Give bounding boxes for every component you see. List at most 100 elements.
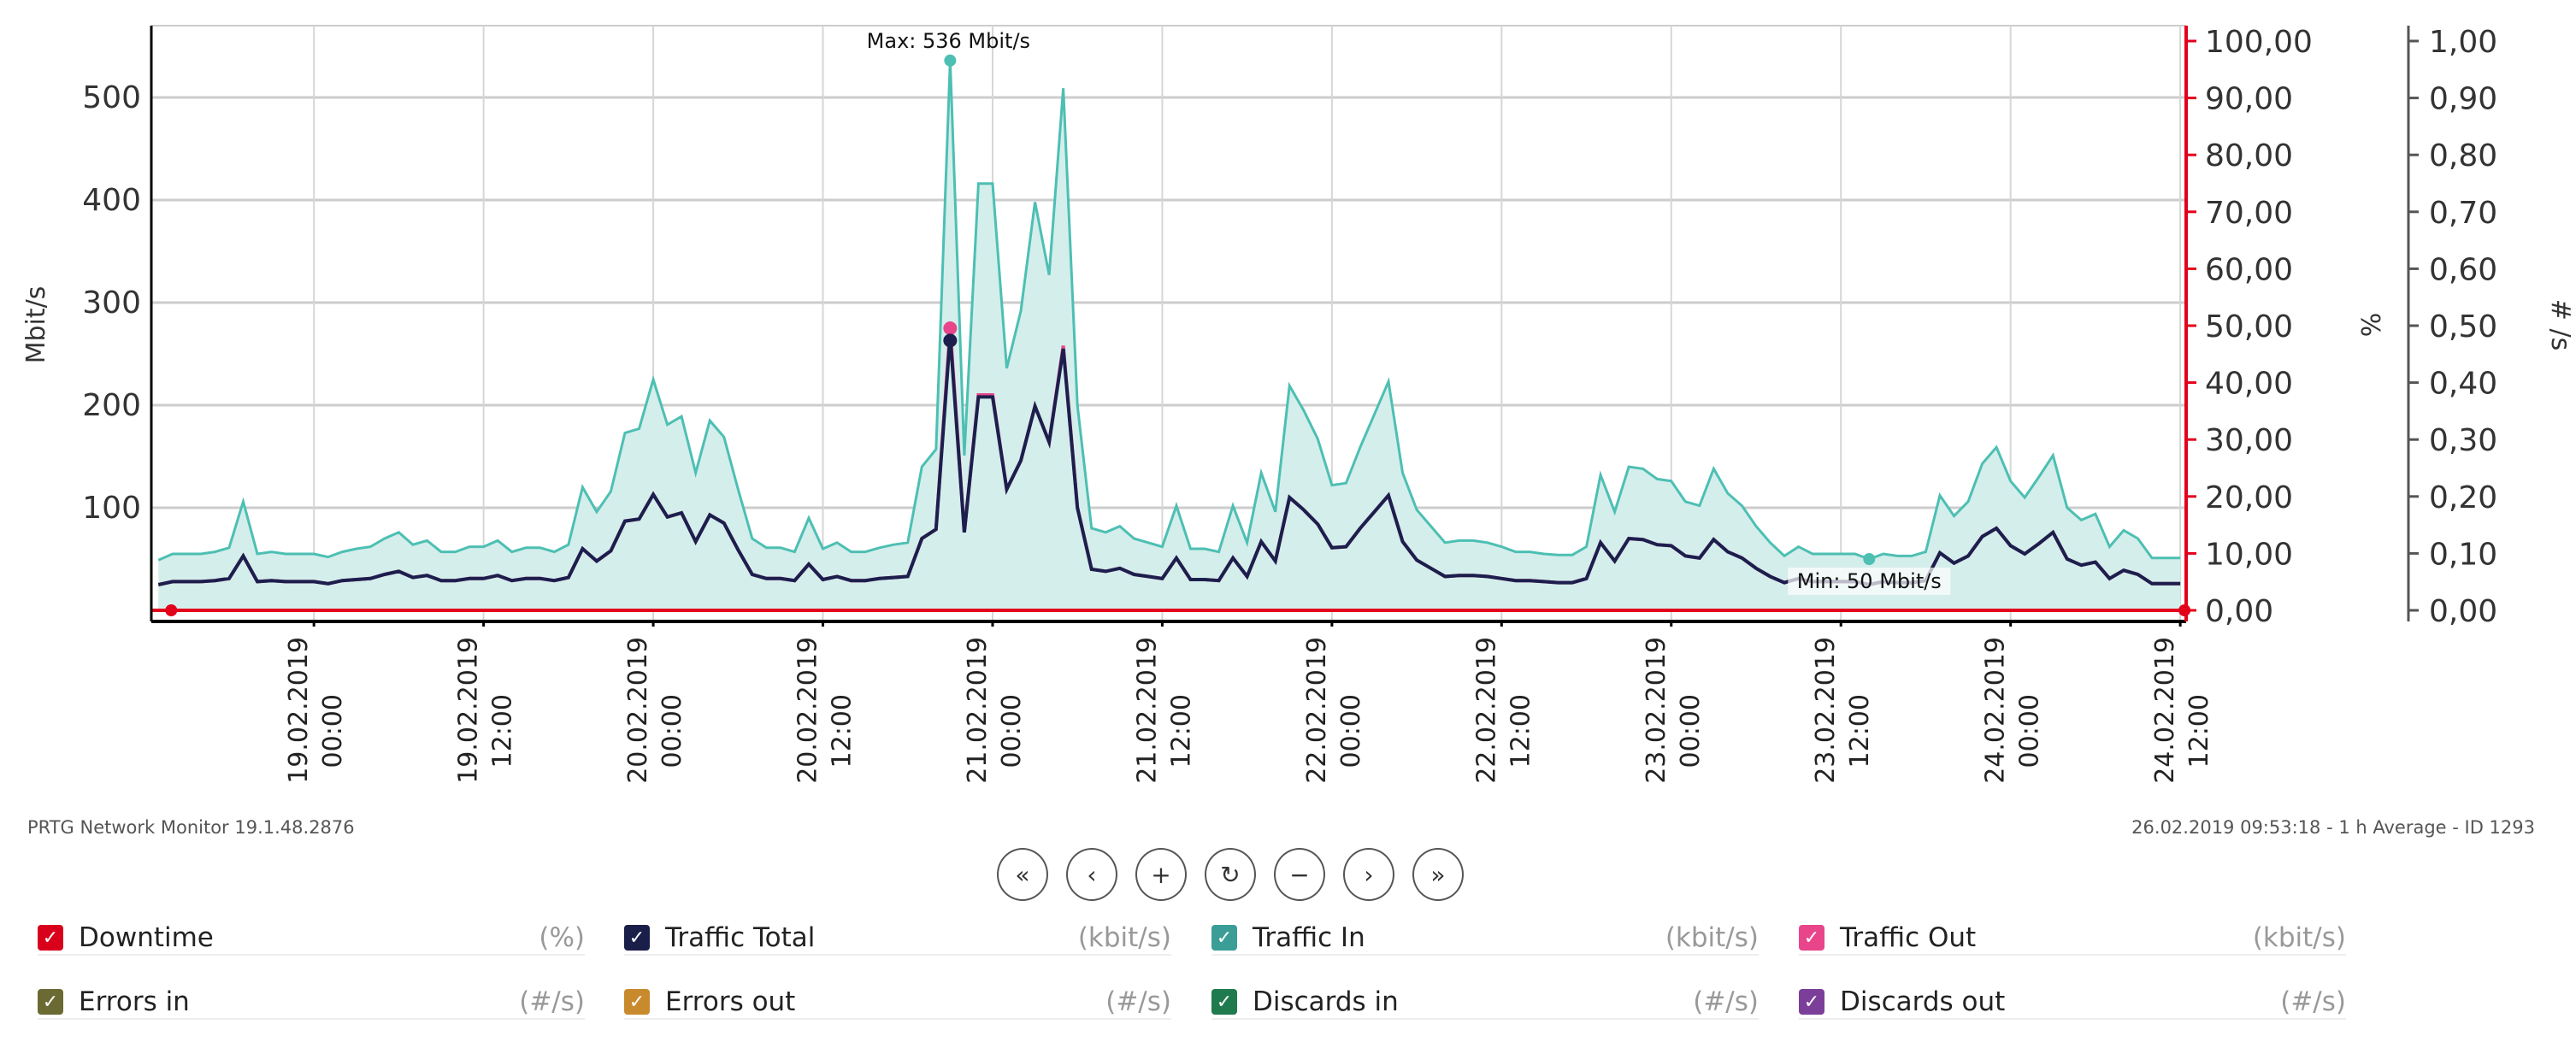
x-tick-time: 12:00 [1506,694,1536,768]
legend-unit: (#/s) [2280,986,2346,1017]
x-tick-time: 00:00 [1336,694,1366,768]
reset-button[interactable]: ↻ [1205,848,1256,901]
traffic-out-max-marker [943,321,958,335]
x-tick-time: 00:00 [2015,694,2045,768]
x-tick-time: 12:00 [828,694,858,768]
legend-label: Downtime [79,922,214,953]
count-tick-label: 0,30 [2429,423,2497,458]
zoom-in-button[interactable]: + [1135,848,1187,901]
legend-item-traffic-in[interactable]: ✓ Traffic In (kbit/s) [1211,921,1759,956]
y-left-label: Mbit/s [21,286,51,364]
percent-tick-label: 40,00 [2205,367,2293,402]
count-tick-label: 0,60 [2429,252,2497,287]
legend-unit: (#/s) [519,986,585,1017]
x-tick-time: 12:00 [488,694,518,768]
traffic-in-area [158,60,2181,611]
x-tick-time: 00:00 [318,694,348,768]
y-tick-label: 200 [82,388,141,423]
checkbox-icon[interactable]: ✓ [1799,925,1824,951]
traffic-in-max-marker [944,54,957,67]
count-tick-label: 0,50 [2429,309,2497,344]
first-page-button[interactable]: « [997,848,1048,901]
count-tick-label: 0,20 [2429,480,2497,515]
x-tick-date: 23.02.2019 [1642,637,1671,784]
legend-unit: (kbit/s) [2252,922,2346,953]
count-tick-label: 0,80 [2429,138,2497,174]
previous-button[interactable]: ‹ [1066,848,1117,901]
legend-label: Traffic Out [1840,922,1977,953]
legend-unit: (#/s) [1693,986,1759,1017]
percent-tick-label: 80,00 [2205,138,2293,174]
y-percent-label: % [2355,313,2384,338]
checkbox-icon[interactable]: ✓ [38,989,63,1015]
legend-label: Traffic Total [665,922,816,953]
legend-unit: (kbit/s) [1665,922,1759,953]
last-page-button[interactable]: » [1412,848,1464,901]
footer-info: 26.02.2019 09:53:18 - 1 h Average - ID 1… [2131,817,2535,838]
x-tick-date: 24.02.2019 [1981,637,2011,784]
y-count-label: # /s [2545,299,2575,350]
count-tick-label: 0,90 [2429,82,2497,117]
percent-tick-label: 100,00 [2205,25,2313,60]
count-tick-label: 0,00 [2429,594,2497,629]
min-annotation: Min: 50 Mbit/s [1797,569,1942,593]
checkbox-icon[interactable]: ✓ [1211,925,1237,951]
checkbox-icon[interactable]: ✓ [624,925,650,951]
legend-label: Errors in [79,986,190,1017]
legend-label: Discards in [1253,986,1399,1017]
checkbox-icon[interactable]: ✓ [1799,989,1824,1015]
percent-tick-label: 0,00 [2205,594,2273,629]
percent-tick-label: 90,00 [2205,82,2293,117]
y-tick-label: 100 [82,491,141,526]
x-tick-date: 21.02.2019 [1132,637,1162,784]
y-tick-label: 400 [82,183,141,218]
x-tick-date: 22.02.2019 [1302,637,1332,784]
legend-item-traffic-out[interactable]: ✓ Traffic Out (kbit/s) [1799,921,2346,956]
x-tick-date: 19.02.2019 [454,637,484,784]
count-tick-label: 0,40 [2429,367,2497,402]
legend-item-errors-out[interactable]: ✓ Errors out (#/s) [624,986,1171,1020]
x-tick-date: 20.02.2019 [793,637,823,784]
legend-item-errors-in[interactable]: ✓ Errors in (#/s) [38,986,585,1020]
checkbox-icon[interactable]: ✓ [38,925,63,951]
zoom-out-button[interactable]: − [1274,848,1325,901]
legend-unit: (#/s) [1105,986,1171,1017]
min-annotation-bg [1788,568,1951,595]
x-tick-time: 00:00 [1676,694,1706,768]
percent-tick-label: 10,00 [2205,537,2293,572]
traffic-total-max-marker [943,333,958,348]
legend-unit: (%) [539,922,585,953]
traffic-in-min-marker [1863,553,1876,565]
x-tick-time: 00:00 [997,694,1027,768]
next-button[interactable]: › [1343,848,1394,901]
x-tick-date: 20.02.2019 [623,637,653,784]
x-tick-date: 19.02.2019 [284,637,314,784]
legend-item-discards-in[interactable]: ✓ Discards in (#/s) [1211,986,1759,1020]
y-tick-label: 500 [82,80,141,115]
legend-label: Errors out [665,986,796,1017]
legend-item-discards-out[interactable]: ✓ Discards out (#/s) [1799,986,2346,1020]
count-tick-label: 0,70 [2429,196,2497,231]
legend-item-downtime[interactable]: ✓ Downtime (%) [38,921,585,956]
legend-label: Traffic In [1253,922,1365,953]
percent-tick-label: 50,00 [2205,309,2293,344]
legend-label: Discards out [1840,986,2006,1017]
x-tick-time: 12:00 [2184,694,2214,768]
count-tick-label: 0,10 [2429,537,2497,572]
traffic-in-line [157,60,2181,562]
checkbox-icon[interactable]: ✓ [624,989,650,1015]
x-tick-time: 12:00 [1166,694,1196,768]
max-annotation: Max: 536 Mbit/s [867,29,1030,53]
legend-item-traffic-total[interactable]: ✓ Traffic Total (kbit/s) [624,921,1171,956]
legend-unit: (kbit/s) [1077,922,1171,953]
percent-tick-label: 70,00 [2205,196,2293,231]
x-tick-date: 24.02.2019 [2150,637,2180,784]
x-tick-date: 22.02.2019 [1471,637,1501,784]
checkbox-icon[interactable]: ✓ [1211,989,1237,1015]
count-tick-label: 1,00 [2429,25,2497,60]
x-tick-time: 12:00 [1845,694,1875,768]
downtime-marker [165,604,178,616]
x-tick-date: 23.02.2019 [1811,637,1841,784]
percent-tick-label: 60,00 [2205,252,2293,287]
